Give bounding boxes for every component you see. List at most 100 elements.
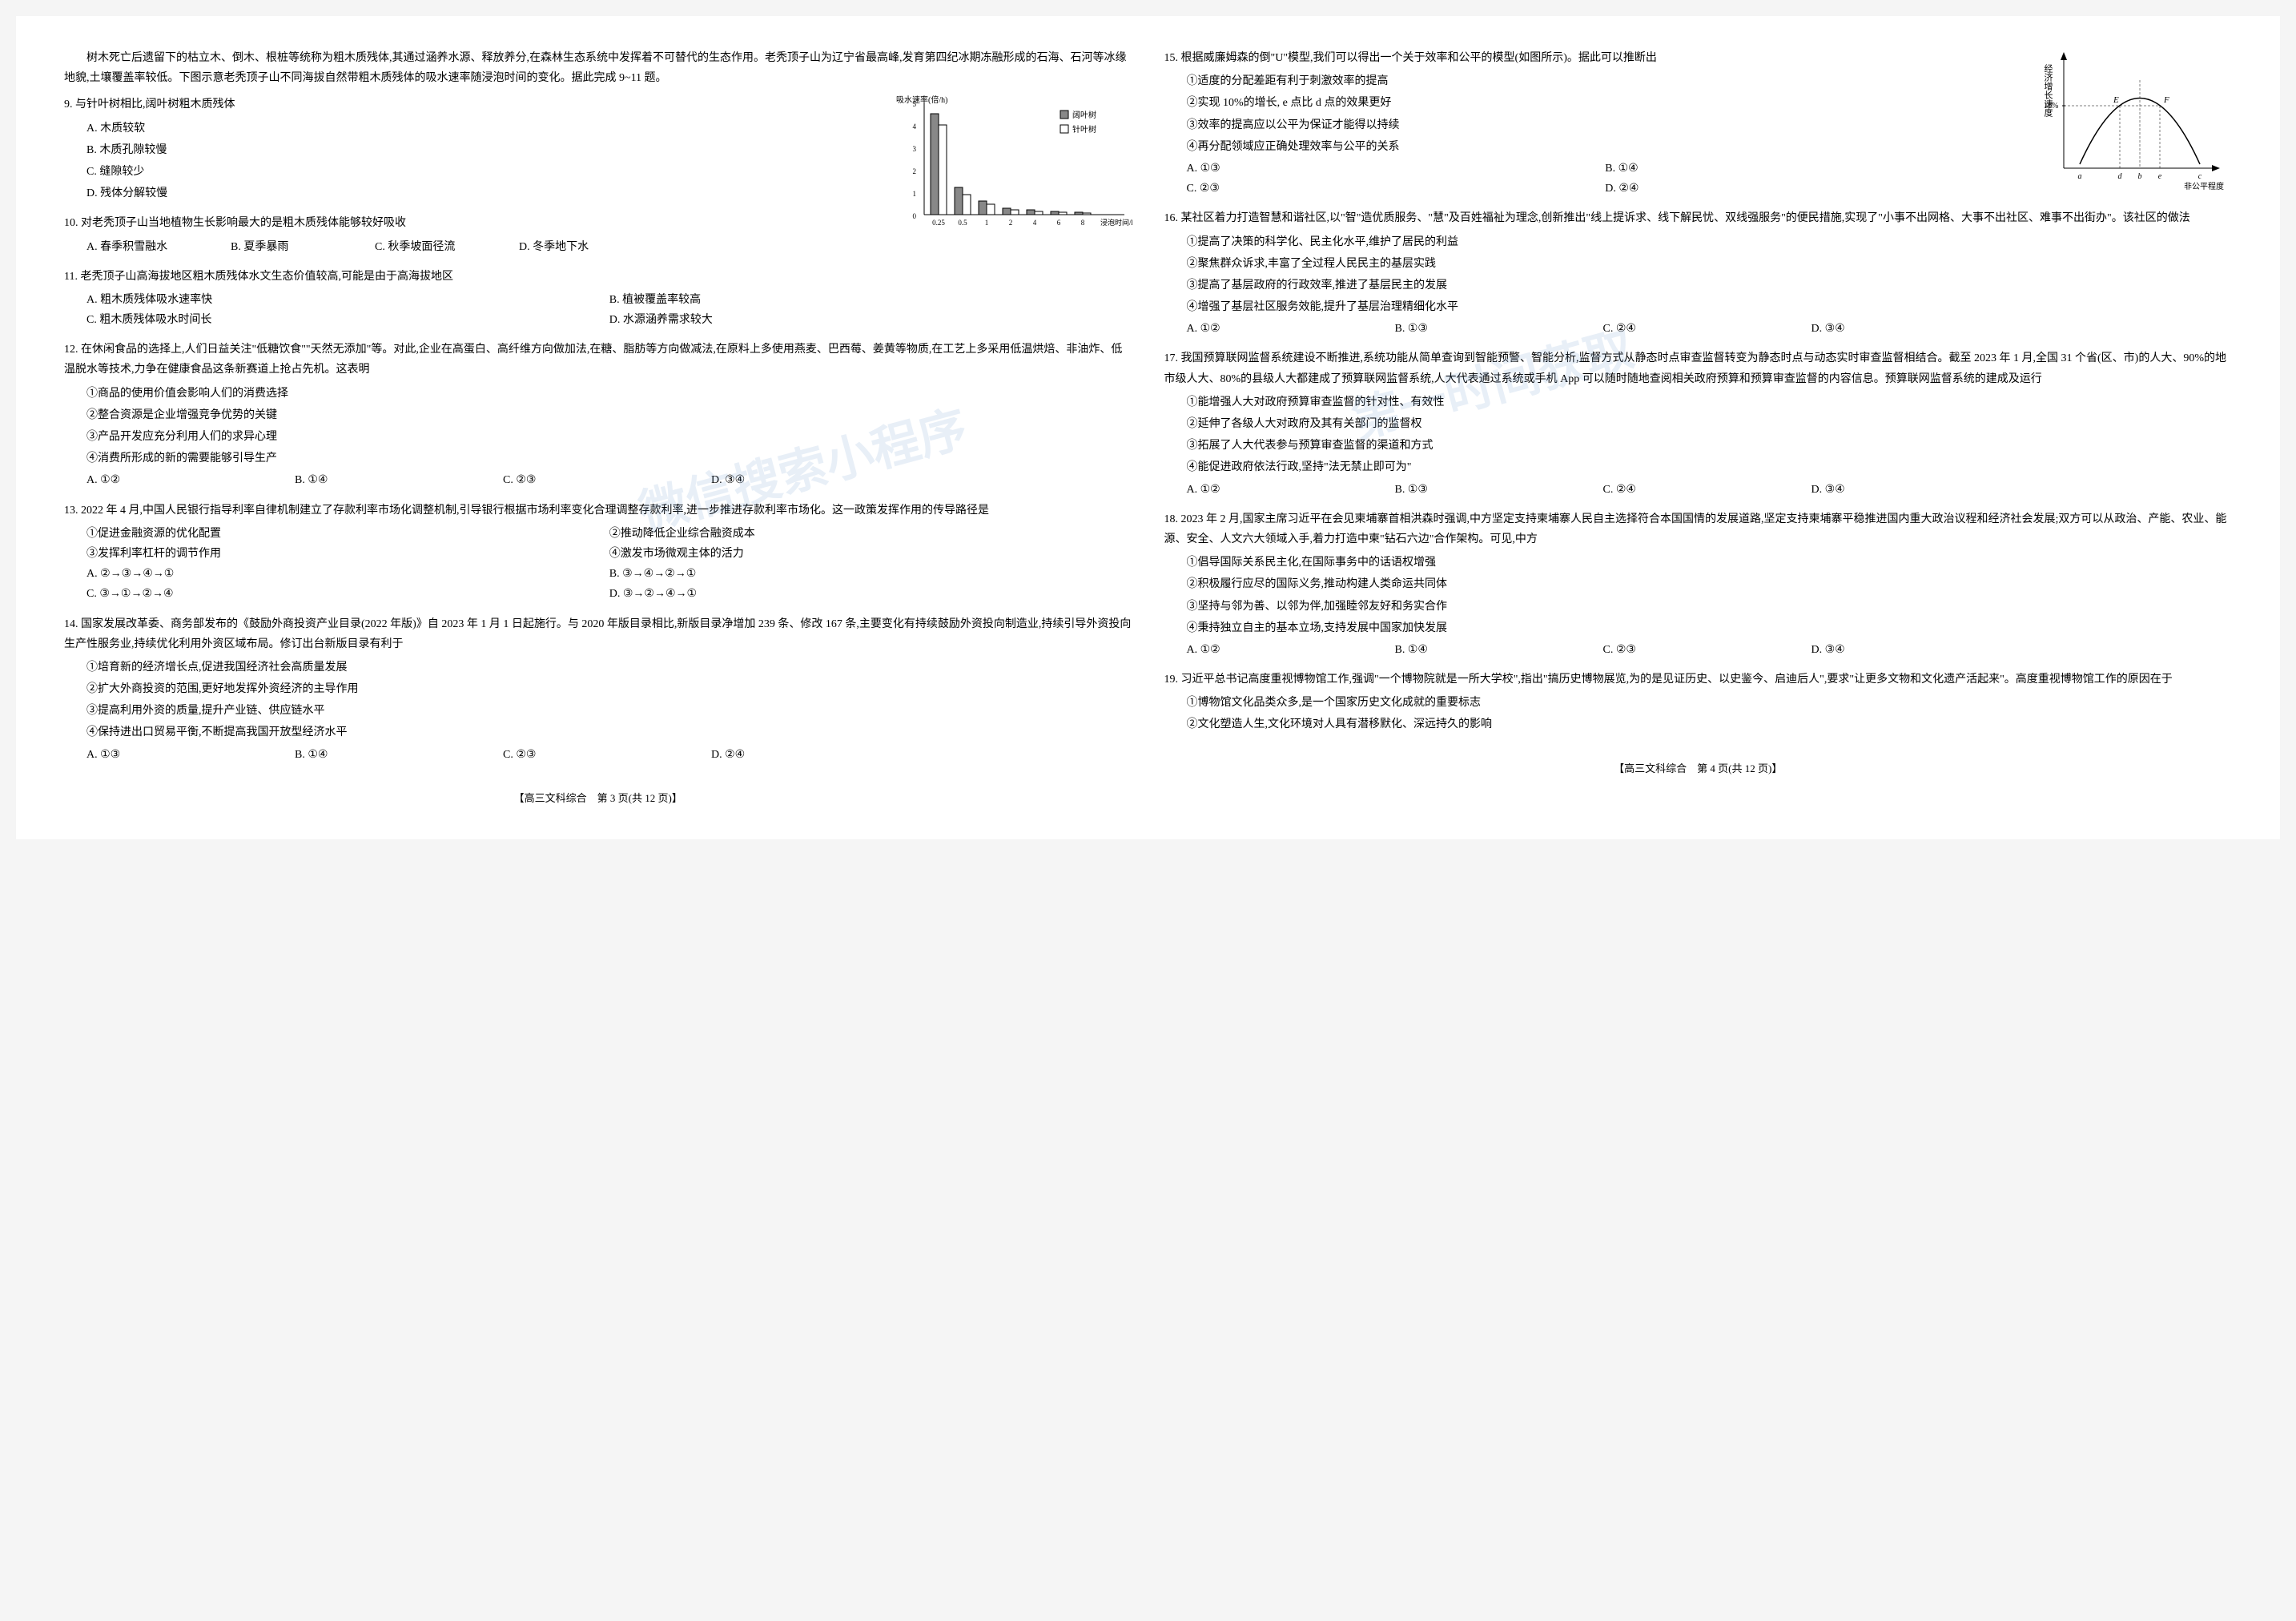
q19-item-1: ①博物馆文化品类众多,是一个国家历史文化成就的重要标志	[1187, 693, 2233, 713]
svg-text:5: 5	[912, 100, 916, 108]
svg-text:1: 1	[912, 190, 916, 198]
q16-opt-b: B. ①③	[1395, 319, 1507, 339]
q16-item-4: ④增强了基层社区服务效能,提升了基层治理精细化水平	[1187, 297, 2233, 317]
svg-text:d: d	[2118, 172, 2123, 181]
svg-text:8: 8	[1080, 219, 1084, 227]
q17-item-2: ②延伸了各级人大对政府及其有关部门的监督权	[1187, 414, 2233, 434]
q10-opt-c: C. 秋季坡面径流	[375, 237, 487, 257]
svg-text:2: 2	[1008, 219, 1012, 227]
bar-chart: 吸水速率(倍/h) 0 1 2 3 4 5	[892, 95, 1132, 239]
svg-text:非公平程度: 非公平程度	[2184, 181, 2224, 191]
left-footer: 【高三文科综合 第 3 页(共 12 页)】	[64, 789, 1132, 807]
q14-opt-d: D. ②④	[711, 745, 823, 765]
q12-item-4: ④消费所形成的新的需要能够引导生产	[86, 448, 1132, 469]
q16-options: A. ①② B. ①③ C. ②④ D. ③④	[1164, 319, 2233, 339]
svg-text:F: F	[2163, 95, 2169, 105]
question-16: 16. 某社区着力打造智慧和谐社区,以"智"造优质服务、"慧"及百姓福祉为理念,…	[1164, 208, 2233, 339]
q16-item-1: ①提高了决策的科学化、民主化水平,维护了居民的利益	[1187, 232, 2233, 252]
q18-item-3: ③坚持与邻为善、以邻为伴,加强睦邻友好和务实合作	[1187, 597, 2233, 617]
svg-text:1: 1	[984, 219, 988, 227]
q17-opt-d: D. ③④	[1811, 480, 1924, 500]
q14-text: 14. 国家发展改革委、商务部发布的《鼓励外商投资产业目录(2022 年版)》自…	[64, 614, 1132, 654]
q18-opt-c: C. ②③	[1603, 640, 1715, 660]
svg-text:c: c	[2198, 172, 2202, 181]
intro-paragraph: 树木死亡后遗留下的枯立木、倒木、根桩等统称为粗木质残体,其通过涵养水源、释放养分…	[64, 48, 1132, 88]
q12-opt-a: A. ①②	[86, 470, 199, 490]
q10-opt-d: D. 冬季地下水	[519, 237, 631, 257]
q10-opt-a: A. 春季积雪融水	[86, 237, 199, 257]
question-13: 13. 2022 年 4 月,中国人民银行指导利率自律机制建立了存款利率市场化调…	[64, 501, 1132, 605]
left-column: 树木死亡后遗留下的枯立木、倒木、根桩等统称为粗木质残体,其通过涵养水源、释放养分…	[64, 48, 1132, 807]
question-12: 12. 在休闲食品的选择上,人们日益关注"低糖饮食""天然无添加"等。对此,企业…	[64, 340, 1132, 490]
q14-item-4: ④保持进出口贸易平衡,不断提高我国开放型经济水平	[86, 722, 1132, 742]
svg-text:阔叶树: 阔叶树	[1072, 110, 1096, 120]
q16-opt-d: D. ③④	[1811, 319, 1924, 339]
q16-item-3: ③提高了基层政府的行政效率,推进了基层民主的发展	[1187, 276, 2233, 296]
q11-opt-b: B. 植被覆盖率较高	[609, 290, 1132, 310]
u-curve-chart: 经济增长速度 10% E F a d b e c	[2040, 48, 2232, 192]
q17-options: A. ①② B. ①③ C. ②④ D. ③④	[1164, 480, 2233, 500]
svg-text:e: e	[2158, 172, 2162, 181]
q12-item-1: ①商品的使用价值会影响人们的消费选择	[86, 384, 1132, 404]
q16-opt-a: A. ①②	[1187, 319, 1299, 339]
svg-text:E: E	[2113, 95, 2119, 105]
q12-text: 12. 在休闲食品的选择上,人们日益关注"低糖饮食""天然无添加"等。对此,企业…	[64, 340, 1132, 380]
q18-item-1: ①倡导国际关系民主化,在国际事务中的话语权增强	[1187, 553, 2233, 573]
q15-opt-d: D. ②④	[1605, 179, 2024, 199]
q14-item-2: ②扩大外商投资的范围,更好地发挥外资经济的主导作用	[86, 679, 1132, 699]
q15-opt-c: C. ②③	[1187, 179, 1606, 199]
svg-text:4: 4	[912, 123, 916, 131]
q18-item-2: ②积极履行应尽的国际义务,推动构建人类命运共同体	[1187, 574, 2233, 594]
q11-text: 11. 老秃顶子山高海拔地区粗木质残体水文生态价值较高,可能是由于高海拔地区	[64, 267, 1132, 287]
q17-opt-b: B. ①③	[1395, 480, 1507, 500]
q13-opt-a: A. ②→③→④→①	[86, 564, 609, 584]
q19-item-2: ②文化塑造人生,文化环境对人具有潜移默化、深远持久的影响	[1187, 714, 2233, 734]
q15-opt-a: A. ①③	[1187, 159, 1606, 179]
q15-opt-b: B. ①④	[1605, 159, 2024, 179]
q13-opt-b: B. ③→④→②→①	[609, 564, 1132, 584]
q14-opt-b: B. ①④	[295, 745, 407, 765]
q13-item-2: ②推动降低企业综合融资成本	[609, 524, 1132, 544]
q13-text: 13. 2022 年 4 月,中国人民银行指导利率自律机制建立了存款利率市场化调…	[64, 501, 1132, 521]
q11-opt-a: A. 粗木质残体吸水速率快	[86, 290, 609, 310]
q17-item-1: ①能增强人大对政府预算审查监督的针对性、有效性	[1187, 392, 2233, 412]
q13-item-4: ④激发市场微观主体的活力	[609, 544, 1132, 564]
q14-item-1: ①培育新的经济增长点,促进我国经济社会高质量发展	[86, 658, 1132, 678]
q12-item-3: ③产品开发应充分利用人们的求异心理	[86, 427, 1132, 447]
q13-opt-c: C. ③→①→②→④	[86, 584, 609, 604]
q17-opt-c: C. ②④	[1603, 480, 1715, 500]
q14-options: A. ①③ B. ①④ C. ②③ D. ②④	[64, 745, 1132, 765]
q17-text: 17. 我国预算联网监督系统建设不断推进,系统功能从简单查询到智能预警、智能分析…	[1164, 348, 2233, 388]
q18-options: A. ①② B. ①④ C. ②③ D. ③④	[1164, 640, 2233, 660]
q17-item-4: ④能促进政府依法行政,坚持"法无禁止即可为"	[1187, 457, 2233, 477]
q16-item-2: ②聚焦群众诉求,丰富了全过程人民民主的基层实践	[1187, 254, 2233, 274]
question-14: 14. 国家发展改革委、商务部发布的《鼓励外商投资产业目录(2022 年版)》自…	[64, 614, 1132, 765]
svg-text:6: 6	[1056, 219, 1060, 227]
q16-text: 16. 某社区着力打造智慧和谐社区,以"智"造优质服务、"慧"及百姓福祉为理念,…	[1164, 208, 2233, 228]
q13-opt-d: D. ③→②→④→①	[609, 584, 1132, 604]
right-column: 经济增长速度 10% E F a d b e c	[1164, 48, 2233, 807]
svg-text:0.25: 0.25	[932, 219, 945, 227]
q12-options: A. ①② B. ①④ C. ②③ D. ③④	[64, 470, 1132, 490]
chart-ylabel: 吸水速率(倍/h)	[896, 95, 947, 105]
q18-text: 18. 2023 年 2 月,国家主席习近平在会见柬埔寨首相洪森时强调,中方坚定…	[1164, 509, 2233, 549]
q14-opt-c: C. ②③	[503, 745, 615, 765]
q14-opt-a: A. ①③	[86, 745, 199, 765]
q14-item-3: ③提高利用外资的质量,提升产业链、供应链水平	[86, 701, 1132, 721]
svg-text:浸泡时间/h: 浸泡时间/h	[1100, 218, 1132, 227]
svg-text:10%: 10%	[2044, 102, 2058, 111]
q19-text: 19. 习近平总书记高度重视博物馆工作,强调"一个博物院就是一所大学校",指出"…	[1164, 670, 2233, 690]
q18-item-4: ④秉持独立自主的基本立场,支持发展中国家加快发展	[1187, 618, 2233, 638]
question-19: 19. 习近平总书记高度重视博物馆工作,强调"一个博物院就是一所大学校",指出"…	[1164, 670, 2233, 735]
q18-opt-b: B. ①④	[1395, 640, 1507, 660]
svg-text:0: 0	[912, 212, 916, 220]
q18-opt-a: A. ①②	[1187, 640, 1299, 660]
svg-text:a: a	[2078, 172, 2082, 181]
right-footer: 【高三文科综合 第 4 页(共 12 页)】	[1164, 759, 2233, 778]
q10-options: A. 春季积雪融水 B. 夏季暴雨 C. 秋季坡面径流 D. 冬季地下水	[64, 237, 876, 257]
svg-text:0.5: 0.5	[958, 219, 967, 227]
q11-opt-c: C. 粗木质残体吸水时间长	[86, 310, 609, 330]
q11-opt-d: D. 水源涵养需求较大	[609, 310, 1132, 330]
q17-opt-a: A. ①②	[1187, 480, 1299, 500]
svg-text:b: b	[2138, 172, 2142, 181]
